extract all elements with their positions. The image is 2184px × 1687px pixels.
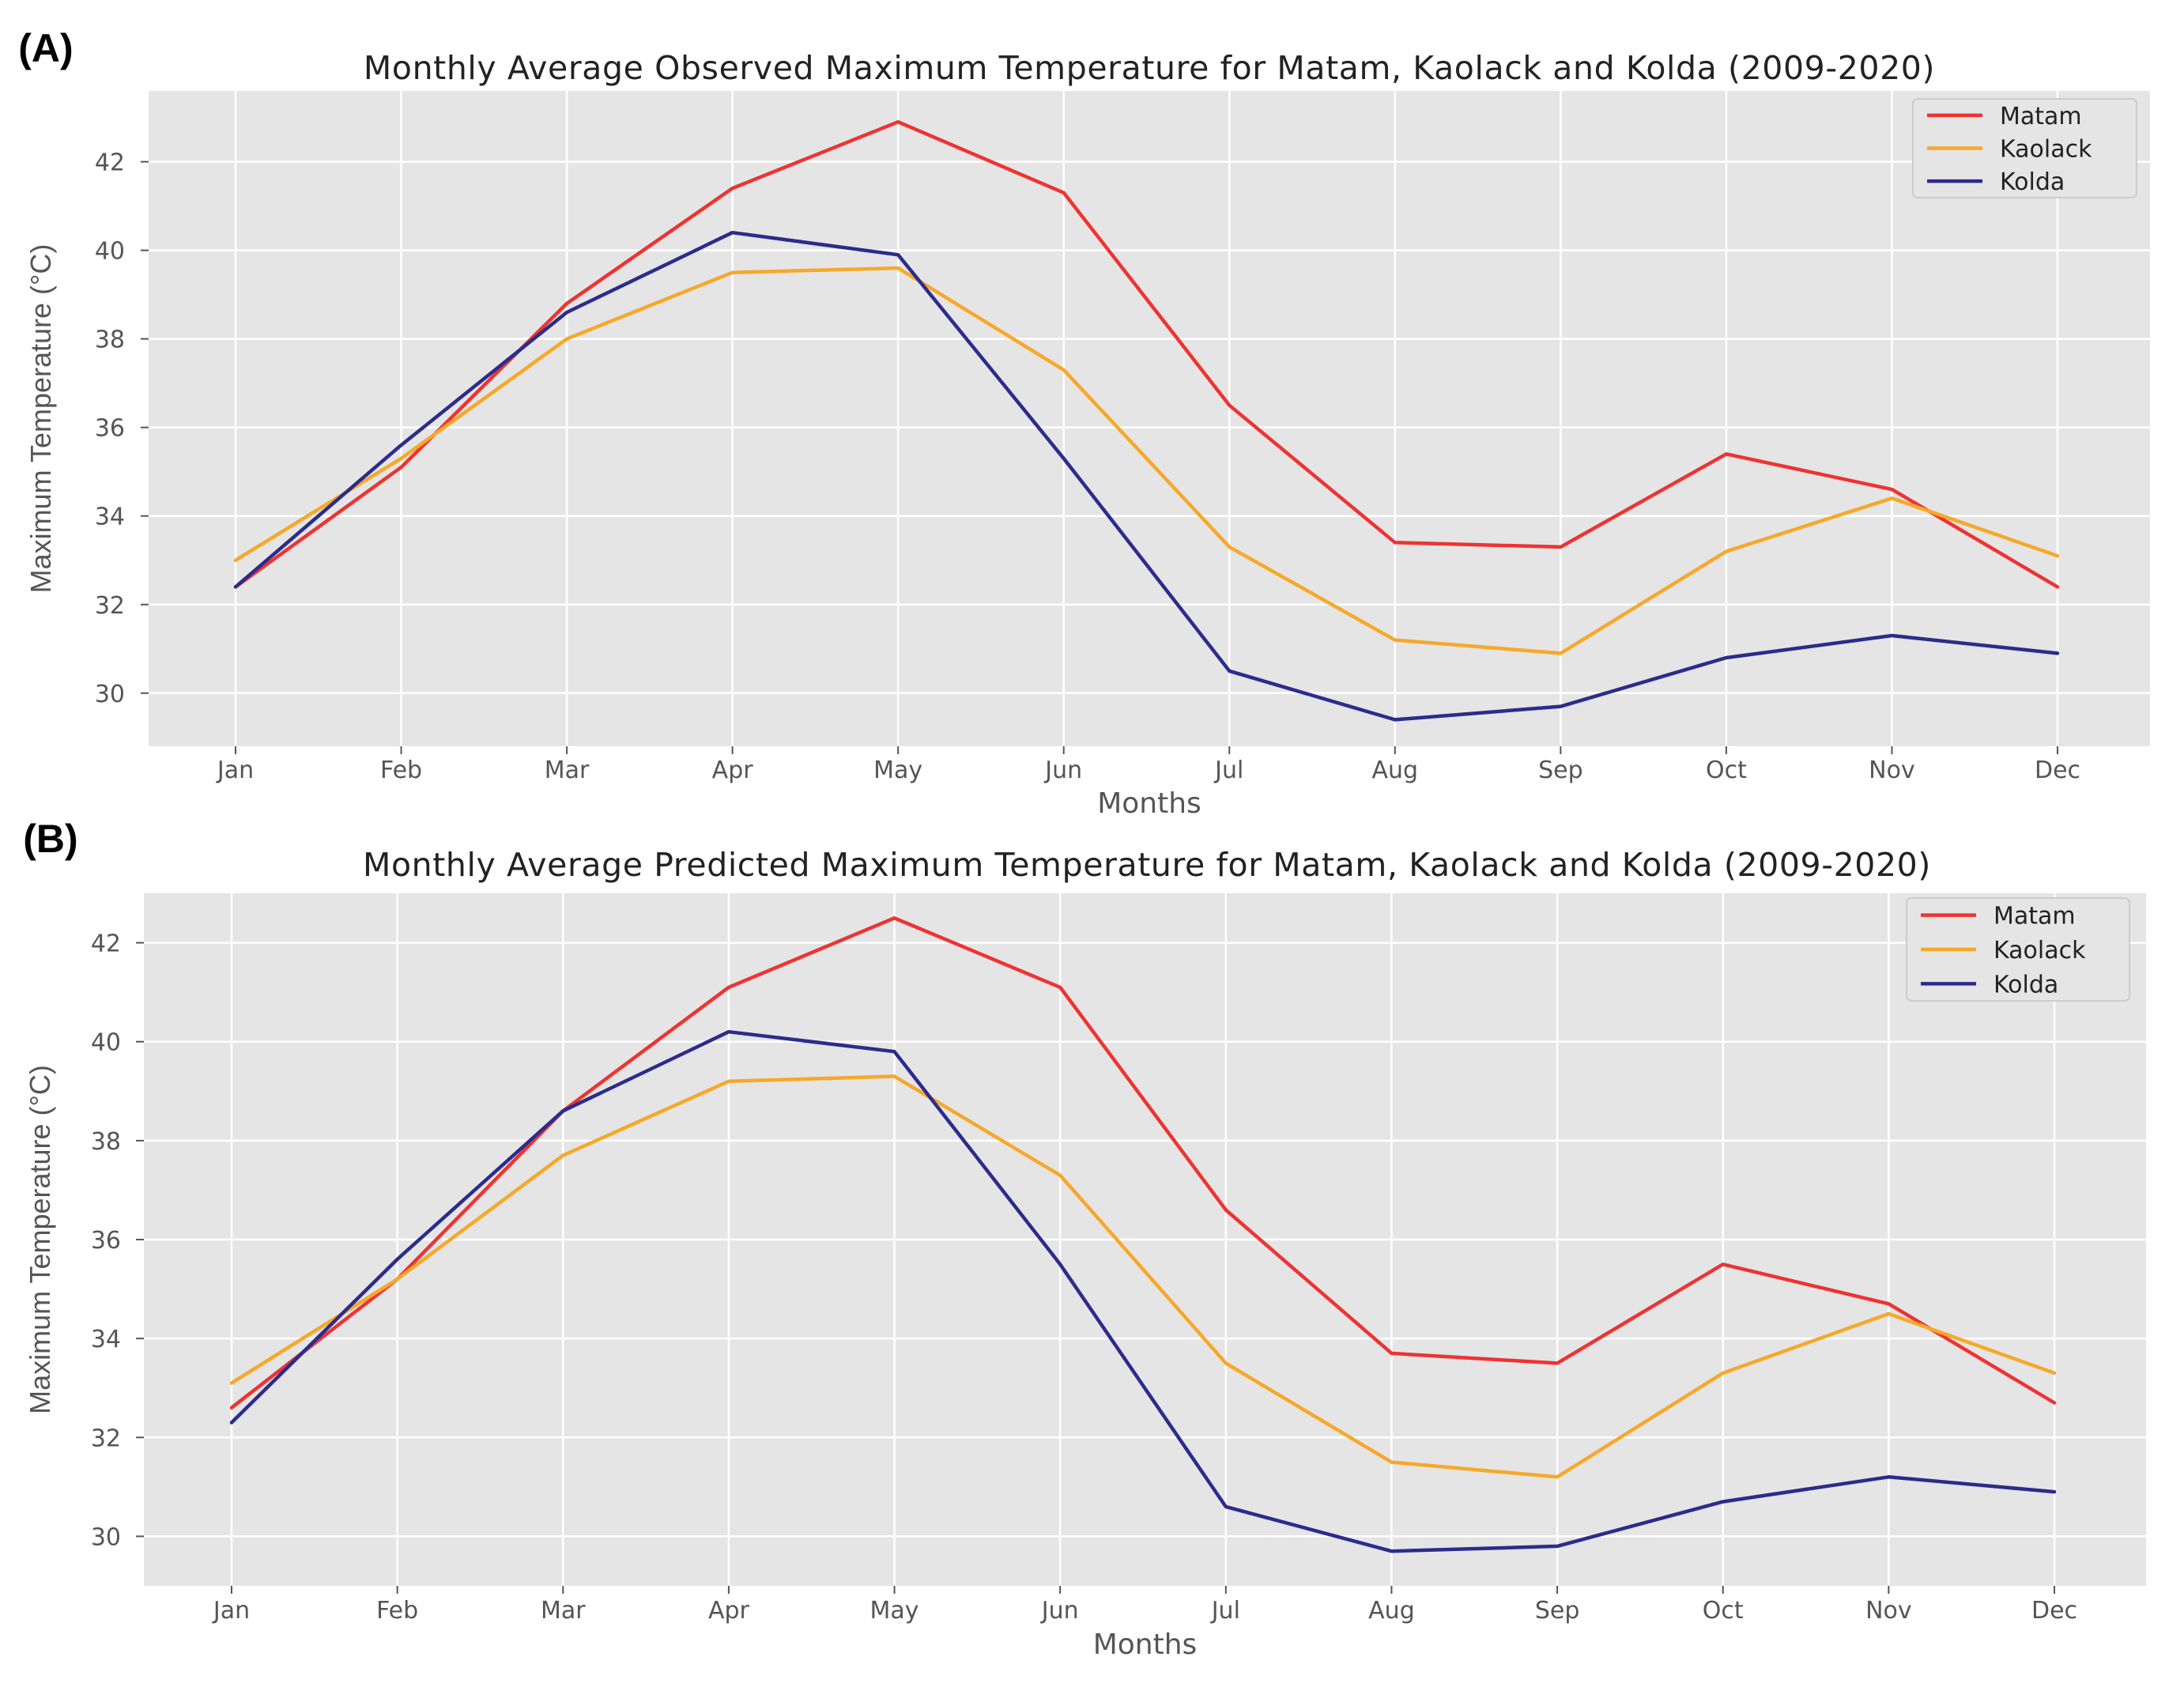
y-tick-label: 38 (91, 1128, 121, 1156)
series-line-kaolack (229, 1074, 2057, 1479)
legend-label-kolda: Kolda (2000, 168, 2065, 196)
y-tick-label: 40 (91, 1029, 121, 1057)
series-line-matam (233, 119, 2060, 589)
x-tick-label: May (870, 1597, 919, 1625)
x-tick-label: Nov (1869, 757, 1915, 784)
x-tick-label: May (873, 757, 922, 784)
x-tick-label: Mar (541, 1597, 586, 1625)
x-tick-label: Oct (1706, 757, 1747, 784)
x-tick-label: Jul (1213, 757, 1243, 784)
y-axis-label: Maximum Temperature (°C) (25, 244, 57, 594)
y-tick-label: 34 (91, 1326, 121, 1353)
legend-label-kolda: Kolda (1994, 971, 2058, 998)
series-line-kolda (229, 1029, 2057, 1553)
x-tick-label: Apr (712, 757, 754, 784)
y-tick-label: 38 (95, 326, 125, 354)
x-tick-label: Jun (1040, 1597, 1079, 1625)
chart-title: Monthly Average Observed Maximum Tempera… (364, 49, 1935, 87)
x-tick-label: Apr (708, 1597, 750, 1625)
x-axis-label: Months (1093, 1629, 1198, 1661)
y-tick-label: 42 (95, 149, 125, 177)
y-tick-label: 36 (95, 415, 125, 443)
y-tick-label: 32 (95, 592, 125, 620)
legend-label-matam: Matam (1994, 903, 2076, 930)
x-tick-label: Nov (1865, 1597, 1912, 1625)
series-line-matam (229, 916, 2057, 1410)
series-line-kaolack (233, 266, 2060, 655)
x-tick-label: Sep (1538, 757, 1583, 784)
y-tick-label: 30 (91, 1523, 121, 1551)
legend-label-matam: Matam (2000, 103, 2082, 130)
legend-label-kaolack: Kaolack (1994, 937, 2086, 964)
legend-box (1912, 98, 2137, 198)
chart-panel-a: (A) Monthly Average Observed Maximum Temp… (18, 26, 2150, 820)
x-tick-label: Dec (2031, 1597, 2077, 1625)
x-tick-label: Mar (545, 757, 590, 784)
x-tick-label: Jun (1043, 757, 1082, 784)
x-tick-label: Aug (1368, 1597, 1415, 1625)
legend-label-kaolack: Kaolack (2000, 136, 2092, 164)
chart-panel-b: (B) Monthly Average Predicted Maximum Tem… (23, 817, 2146, 1661)
x-tick-label: Feb (380, 757, 422, 784)
panel-label: (B) (23, 817, 77, 861)
y-tick-label: 36 (91, 1227, 121, 1255)
x-tick-label: Sep (1535, 1597, 1580, 1625)
x-tick-label: Oct (1703, 1597, 1744, 1625)
y-tick-label: 30 (95, 681, 125, 708)
plot-area (149, 91, 2150, 746)
x-tick-label: Jan (216, 757, 254, 784)
x-tick-label: Jul (1210, 1597, 1240, 1625)
x-axis-label: Months (1097, 787, 1201, 820)
panel-label: (A) (18, 26, 73, 70)
y-tick-label: 42 (91, 930, 121, 958)
x-tick-label: Dec (2035, 757, 2080, 784)
x-tick-label: Jan (212, 1597, 250, 1625)
y-tick-label: 34 (95, 504, 125, 531)
x-tick-label: Feb (376, 1597, 418, 1625)
x-tick-label: Aug (1372, 757, 1419, 784)
y-tick-label: 40 (95, 238, 125, 266)
legend-box (1906, 897, 2130, 1002)
y-axis-label: Maximum Temperature (°C) (24, 1065, 56, 1414)
chart-title: Monthly Average Predicted Maximum Temper… (363, 846, 1931, 884)
y-tick-label: 32 (91, 1425, 121, 1452)
series-line-kolda (233, 230, 2060, 722)
